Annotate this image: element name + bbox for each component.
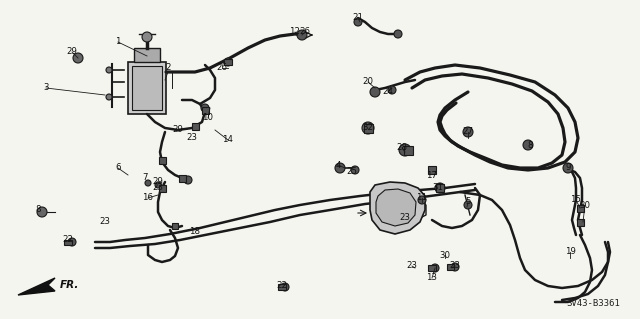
Text: 10: 10 [202,114,214,122]
Text: 26: 26 [300,27,310,36]
Circle shape [142,32,152,42]
Circle shape [37,207,47,217]
Bar [224,59,232,65]
Text: 18: 18 [189,227,200,236]
Text: 23: 23 [449,262,461,271]
Text: 17: 17 [426,170,438,180]
Bar [132,66,162,110]
Circle shape [106,94,112,100]
Text: 23: 23 [186,133,198,143]
Text: FR.: FR. [60,280,79,290]
Text: 29: 29 [152,177,163,187]
Circle shape [431,264,439,272]
Text: 12: 12 [289,27,301,36]
Bar [428,265,436,271]
Circle shape [435,183,445,193]
Text: SV43-B3361: SV43-B3361 [566,299,620,308]
Text: 9: 9 [565,164,571,173]
Text: 28: 28 [397,144,408,152]
Bar [403,145,413,154]
Text: 29: 29 [173,125,184,135]
Bar [436,184,444,192]
Circle shape [418,196,426,204]
Text: 32: 32 [362,123,374,132]
Text: 2: 2 [165,63,171,72]
Text: 22: 22 [63,235,74,244]
Circle shape [106,67,112,73]
Bar [202,107,209,114]
Circle shape [281,283,289,291]
Text: 20: 20 [362,78,374,86]
Text: 26: 26 [216,63,227,72]
Bar [159,184,166,191]
Text: 1: 1 [115,38,121,47]
Text: 8: 8 [35,205,41,214]
Text: 23: 23 [399,213,410,222]
Text: 27: 27 [463,128,474,137]
Circle shape [563,163,573,173]
Bar [134,48,160,62]
Circle shape [68,238,76,246]
Circle shape [155,182,161,188]
Text: 14: 14 [223,136,234,145]
Text: 4: 4 [335,160,340,169]
Circle shape [201,104,209,112]
Circle shape [388,86,396,94]
Polygon shape [18,278,55,295]
Circle shape [351,166,359,174]
Text: 13: 13 [426,273,438,283]
Text: 11: 11 [417,194,428,203]
Circle shape [335,163,345,173]
Text: 15: 15 [570,196,582,204]
Circle shape [354,18,362,26]
Bar [64,240,72,244]
Bar [191,122,198,130]
Text: 25: 25 [346,167,358,176]
Bar [428,166,436,174]
Text: 3: 3 [44,84,49,93]
Circle shape [224,58,232,66]
Text: 29: 29 [67,48,77,56]
Circle shape [463,127,473,137]
Circle shape [370,87,380,97]
Text: 23: 23 [406,262,417,271]
Bar [447,264,454,270]
Bar [179,174,186,182]
Text: 16: 16 [143,194,154,203]
Circle shape [145,180,151,186]
Text: 5: 5 [465,197,471,206]
Text: 30: 30 [579,201,591,210]
Text: 8: 8 [527,140,532,150]
Text: 22: 22 [276,281,287,291]
Text: 23: 23 [152,183,163,192]
Circle shape [73,53,83,63]
Text: 31: 31 [433,183,444,192]
Circle shape [297,30,307,40]
Bar [278,284,286,290]
Text: 23: 23 [99,218,111,226]
Circle shape [464,201,472,209]
Text: 24: 24 [383,87,394,97]
Bar [172,223,178,229]
Polygon shape [376,189,416,226]
Text: 6: 6 [115,164,121,173]
Text: 7: 7 [142,174,148,182]
Bar [159,157,166,164]
Text: 19: 19 [564,248,575,256]
Bar [577,219,584,226]
Circle shape [362,122,374,134]
Circle shape [399,144,411,156]
Text: 21: 21 [353,13,364,23]
Bar [364,123,372,132]
Circle shape [523,140,533,150]
Text: 30: 30 [440,250,451,259]
Polygon shape [370,182,425,234]
Bar [577,204,584,211]
Circle shape [451,263,459,271]
Bar [128,62,166,114]
Circle shape [394,30,402,38]
Circle shape [184,176,192,184]
